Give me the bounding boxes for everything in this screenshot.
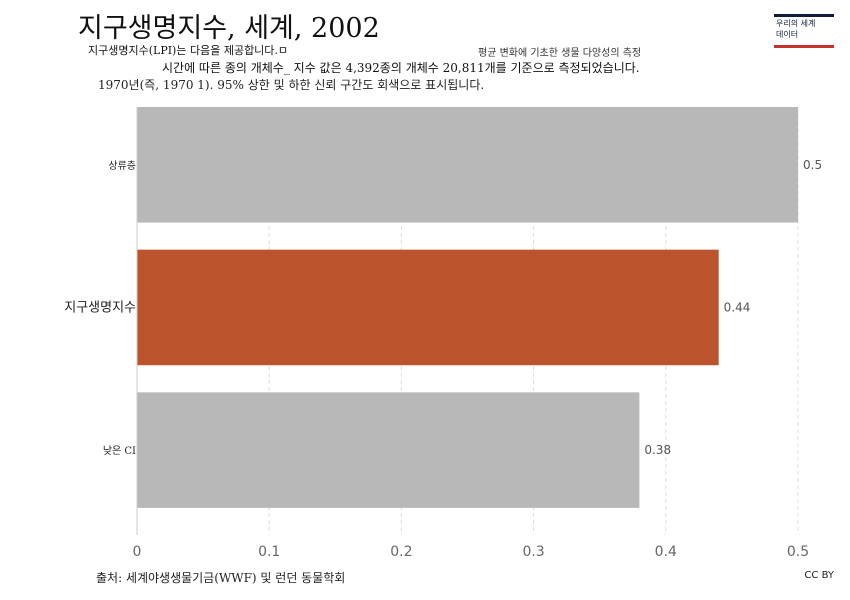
owid-logo[interactable]: 우리의 세계 데이터 bbox=[774, 14, 834, 48]
bar[interactable] bbox=[137, 249, 719, 366]
data-label: 0.44 bbox=[724, 300, 751, 314]
subtitle-line-2: 시간에 따른 종의 개체수_ 지수 값은 4,392종의 개체수 20,811개… bbox=[162, 61, 640, 75]
x-tick-label: 0 bbox=[133, 544, 142, 560]
bar[interactable] bbox=[137, 392, 640, 508]
logo-line-1: 우리의 세계 bbox=[776, 19, 816, 28]
category-label: 상류층 bbox=[108, 160, 136, 172]
x-tick-label: 0.2 bbox=[390, 544, 412, 560]
x-axis: 0 0.1 0.2 0.3 0.4 0.5 bbox=[133, 107, 809, 560]
category-label: 낮은 CI bbox=[103, 445, 136, 457]
subtitle-line-3: 1970년(즉, 1970 1). 95% 상한 및 하한 신뢰 구간도 회색으… bbox=[98, 78, 485, 92]
subtitle-line-1-right: 평균 변화에 기초한 생물 다양성의 측정 bbox=[478, 48, 642, 59]
x-tick-label: 0.1 bbox=[258, 544, 280, 560]
data-label: 0.38 bbox=[644, 443, 671, 457]
category-label: 지구생명지수 bbox=[64, 300, 136, 315]
x-tick-label: 0.5 bbox=[787, 544, 809, 560]
license-link[interactable]: CC BY bbox=[804, 570, 834, 581]
source-note[interactable]: 출처: 세계야생생물기금(WWF) 및 런던 동물학회 bbox=[96, 571, 346, 585]
x-tick-label: 0.4 bbox=[655, 544, 677, 560]
data-label: 0.5 bbox=[803, 158, 822, 172]
bars: 상류층 0.5 지구생명지수 0.44 낮은 CI 0.38 bbox=[64, 107, 822, 508]
x-tick-label: 0.3 bbox=[522, 544, 544, 560]
chart-title: 지구생명지수, 세계, 2002 bbox=[78, 13, 380, 44]
bar[interactable] bbox=[137, 107, 798, 223]
subtitle-line-1: 지구생명지수(LPI)는 다음을 제공합니다.ㅁ bbox=[88, 44, 289, 57]
logo-line-2: 데이터 bbox=[776, 30, 799, 39]
